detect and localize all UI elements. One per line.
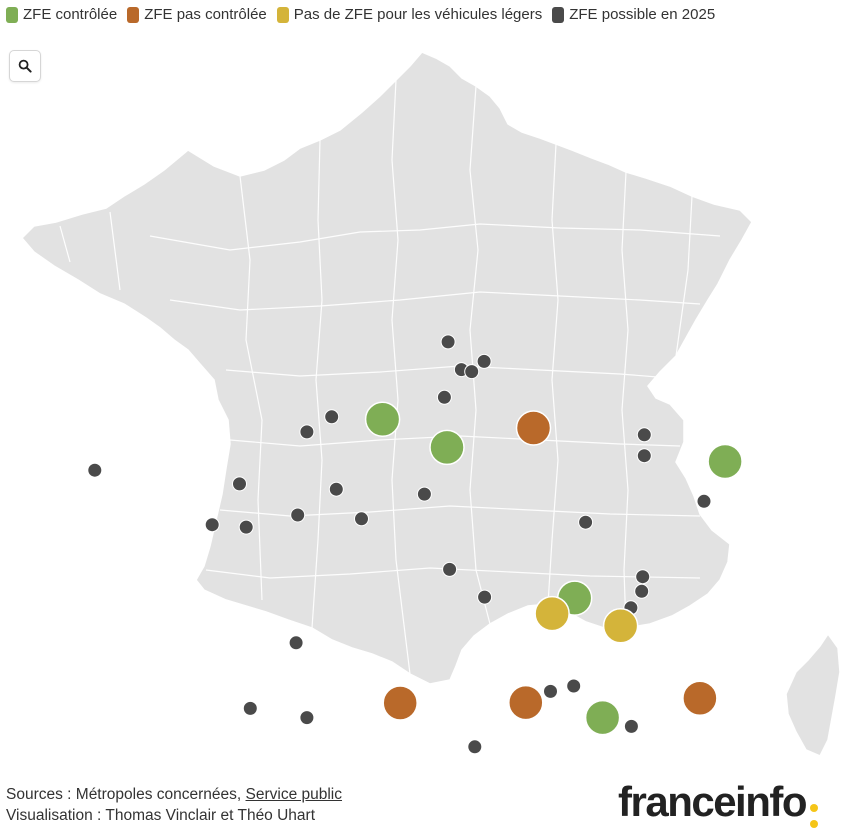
marker-zfe-possible-2025[interactable]	[440, 334, 456, 350]
credit-line: Visualisation : Thomas Vinclair et Théo …	[6, 807, 316, 824]
search-icon	[18, 59, 32, 73]
city-markers[interactable]	[87, 334, 743, 755]
legend-swatch	[276, 6, 289, 23]
logo-dot	[810, 804, 819, 812]
marker-zfe-possible-2025[interactable]	[416, 486, 432, 502]
legend-swatch	[552, 6, 565, 23]
marker-zfe-possible-2025[interactable]	[242, 700, 258, 716]
logo-colon	[810, 804, 819, 828]
marker-zfe-possible-2025[interactable]	[299, 424, 315, 440]
legend-label: ZFE possible en 2025	[569, 6, 716, 23]
marker-zfe-possible-2025[interactable]	[696, 493, 712, 509]
marker-zfe-possible-2025[interactable]	[328, 481, 344, 497]
marker-zfe-controlee[interactable]	[429, 429, 465, 466]
marker-zfe-possible-2025[interactable]	[623, 718, 639, 734]
service-public-link[interactable]: Service public	[245, 786, 343, 803]
legend-label: Pas de ZFE pour les véhicules légers	[293, 6, 543, 23]
map-legend: ZFE contrôlée ZFE pas contrôlée Pas de Z…	[6, 6, 715, 23]
marker-zfe-possible-2025[interactable]	[290, 507, 306, 523]
marker-zfe-pas-controlee[interactable]	[382, 685, 418, 721]
marker-zfe-possible-2025[interactable]	[232, 476, 247, 492]
marker-zfe-possible-2025[interactable]	[636, 427, 652, 443]
marker-zfe-possible-2025[interactable]	[464, 364, 480, 380]
marker-zfe-possible-2025[interactable]	[324, 409, 340, 425]
marker-zfe-pas-controlee[interactable]	[508, 684, 544, 721]
sources-line: Sources : Métropoles concernées, Service…	[6, 784, 342, 805]
marker-zfe-controlee[interactable]	[707, 443, 743, 480]
legend-item-zfe-pas-controlee[interactable]: ZFE pas contrôlée	[127, 6, 267, 23]
sources-text: Sources : Métropoles concernées,	[6, 786, 246, 803]
marker-zfe-pas-controlee[interactable]	[515, 410, 552, 446]
franceinfo-logo: franceinfo	[618, 778, 819, 832]
marker-zfe-possible-2025[interactable]	[354, 511, 369, 527]
corsica	[785, 632, 841, 757]
search-button[interactable]	[9, 50, 41, 82]
marker-zfe-possible-2025[interactable]	[288, 635, 304, 651]
marker-zfe-controlee[interactable]	[584, 699, 621, 736]
marker-zfe-possible-2025[interactable]	[636, 448, 652, 464]
legend-item-zfe-possible-2025[interactable]: ZFE possible en 2025	[552, 6, 715, 23]
marker-zfe-possible-2025[interactable]	[543, 683, 558, 699]
marker-pas-de-zfe[interactable]	[534, 595, 570, 632]
marker-zfe-possible-2025[interactable]	[204, 517, 220, 533]
legend-label: ZFE contrôlée	[23, 6, 118, 23]
marker-zfe-possible-2025[interactable]	[436, 389, 452, 405]
marker-zfe-possible-2025[interactable]	[634, 583, 650, 599]
marker-zfe-possible-2025[interactable]	[467, 739, 483, 755]
marker-zfe-possible-2025[interactable]	[477, 589, 493, 605]
mainland-france	[20, 51, 753, 685]
marker-zfe-possible-2025[interactable]	[566, 678, 582, 694]
legend-item-zfe-controlee[interactable]: ZFE contrôlée	[6, 6, 117, 23]
logo-dot	[810, 820, 819, 828]
marker-zfe-possible-2025[interactable]	[299, 710, 315, 726]
marker-zfe-controlee[interactable]	[364, 401, 401, 437]
map-footer: Sources : Métropoles concernées, Service…	[6, 784, 342, 826]
marker-zfe-possible-2025[interactable]	[578, 514, 594, 530]
legend-swatch	[6, 6, 18, 23]
legend-label: ZFE pas contrôlée	[144, 6, 267, 23]
marker-zfe-pas-controlee[interactable]	[682, 680, 718, 716]
marker-zfe-possible-2025[interactable]	[442, 561, 458, 577]
legend-item-pas-de-zfe[interactable]: Pas de ZFE pour les véhicules légers	[276, 6, 543, 23]
legend-swatch	[127, 6, 140, 23]
land	[20, 51, 841, 757]
marker-zfe-possible-2025[interactable]	[476, 353, 492, 369]
logo-text: franceinfo	[618, 778, 808, 825]
marker-pas-de-zfe[interactable]	[602, 608, 639, 644]
marker-zfe-possible-2025[interactable]	[635, 569, 651, 585]
marker-zfe-possible-2025[interactable]	[87, 462, 103, 478]
marker-zfe-possible-2025[interactable]	[238, 519, 254, 535]
